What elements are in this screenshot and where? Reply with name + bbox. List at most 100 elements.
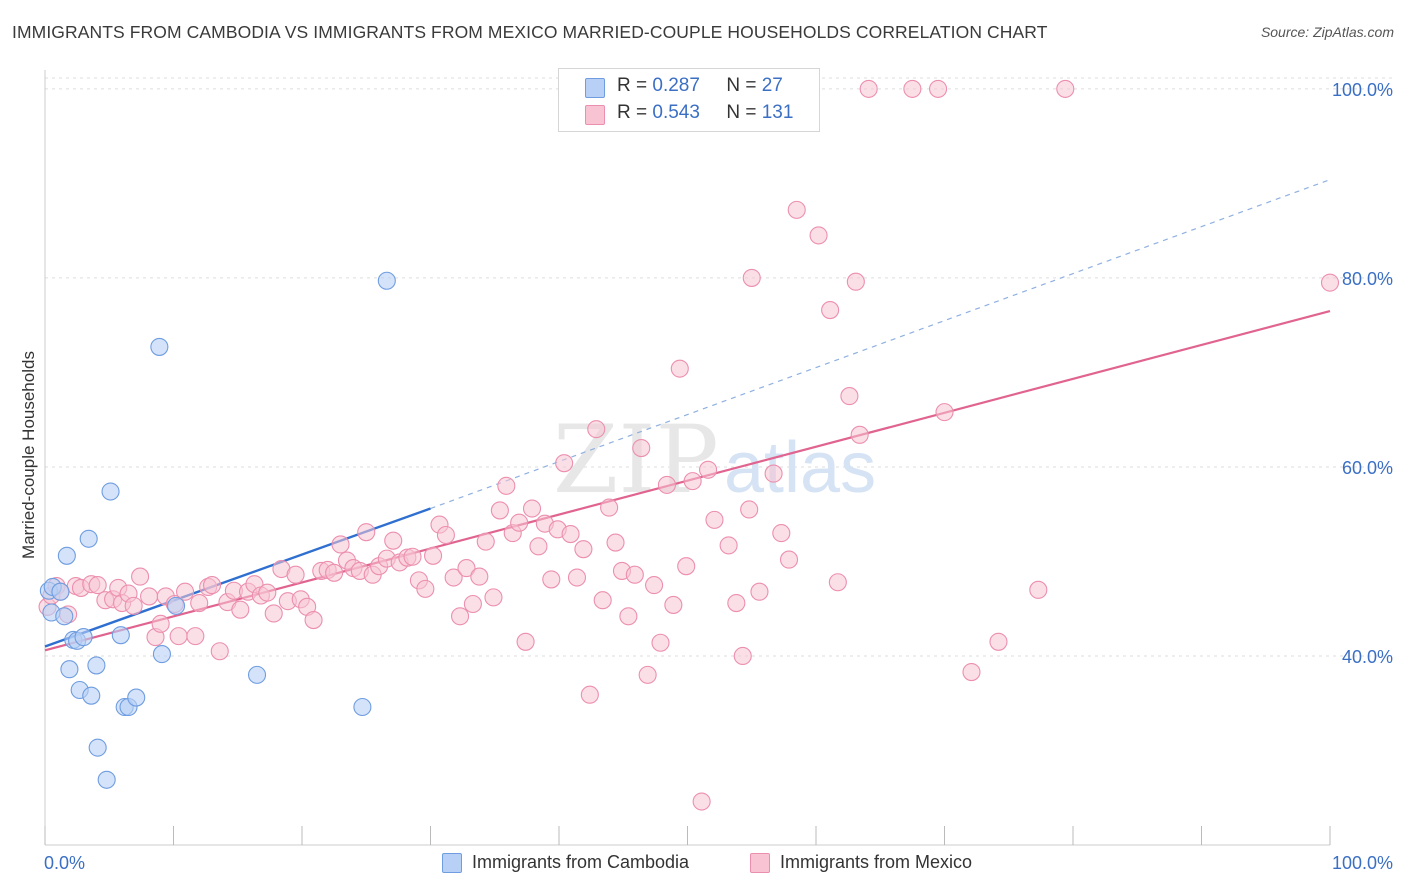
mexico-point — [859, 79, 878, 98]
mexico-point — [463, 594, 482, 614]
mexico-point — [416, 579, 435, 598]
mexico-point — [451, 607, 470, 626]
cambodia-point — [101, 482, 120, 501]
cambodia-point — [60, 660, 79, 679]
tick-labels: 40.0% 60.0% 80.0% 100.0% 0.0% 100.0% — [44, 80, 1393, 873]
mexico-point — [529, 537, 548, 556]
mexico-point — [444, 568, 463, 587]
mexico-point — [561, 525, 580, 544]
cambodia-n-value: 27 — [761, 75, 783, 96]
cambodia-r-value: 0.287 — [652, 75, 700, 96]
trend-lines — [44, 179, 1331, 652]
mexico-point — [935, 403, 954, 422]
mexico-legend-swatch — [750, 853, 770, 873]
watermark-atlas: atlas — [724, 428, 876, 508]
mexico-point — [657, 475, 676, 494]
cambodia-n-label: N = — [726, 75, 757, 96]
mexico-point — [384, 531, 403, 550]
mexico-point — [286, 565, 305, 584]
mexico-point — [176, 582, 195, 601]
mexico-point — [325, 563, 344, 582]
mexico-point — [692, 792, 711, 811]
cambodia-point — [87, 656, 106, 675]
mexico-point — [476, 532, 495, 551]
y-tick-label: 60.0% — [1342, 458, 1393, 478]
mexico-point — [619, 607, 638, 626]
y-axis-label: Married-couple Households — [19, 351, 38, 559]
cambodia-point — [74, 628, 93, 647]
cambodia-point — [51, 582, 70, 601]
mexico-point — [645, 576, 664, 595]
cambodia-r-label: R = — [617, 75, 648, 96]
mexico-point — [203, 576, 222, 595]
cambodia-point — [152, 645, 171, 664]
mexico-point — [1029, 580, 1048, 599]
mexico-point — [929, 79, 948, 98]
mexico-point — [625, 565, 644, 584]
x-tick-label-start: 0.0% — [44, 853, 85, 873]
mexico-point — [186, 627, 205, 646]
mexico-n-value: 131 — [761, 102, 794, 123]
mexico-point — [699, 460, 718, 479]
cambodia-point — [82, 686, 101, 705]
mexico-point — [772, 524, 791, 543]
chart-title: IMMIGRANTS FROM CAMBODIA VS IMMIGRANTS F… — [12, 22, 1048, 42]
mexico-point — [764, 464, 783, 483]
mexico-point — [510, 513, 529, 532]
mexico-point — [264, 604, 283, 623]
mexico-point — [664, 595, 683, 614]
mexico-point — [169, 627, 188, 646]
mexico-point — [705, 510, 724, 529]
mexico-point — [574, 540, 593, 559]
gridlines — [45, 77, 1395, 657]
mexico-point — [484, 588, 503, 607]
mexico-point — [542, 570, 561, 589]
cambodia-point — [88, 738, 107, 757]
mexico-point — [670, 359, 689, 378]
mexico-point — [850, 425, 869, 444]
mexico-point — [638, 665, 657, 684]
mexico-point — [606, 533, 625, 552]
mexico-point — [424, 546, 443, 565]
mexico-point — [962, 662, 981, 682]
mexico-point — [733, 646, 752, 666]
mexico-point — [989, 632, 1008, 651]
mexico-r-label: R = — [617, 102, 648, 123]
mexico-point — [740, 500, 759, 519]
mexico-legend-label: Immigrants from Mexico — [780, 852, 973, 872]
mexico-point — [809, 226, 828, 245]
mexico-point — [1056, 79, 1075, 98]
mexico-point — [522, 499, 542, 518]
cambodia-point — [127, 688, 146, 707]
mexico-point — [151, 614, 170, 633]
mexico-point — [210, 642, 229, 661]
mexico-r-value: 0.543 — [652, 102, 700, 123]
mexico-point — [742, 268, 761, 287]
mexico-point — [331, 535, 350, 554]
mexico-point — [683, 472, 702, 491]
mexico-point — [258, 583, 277, 602]
mexico-point — [140, 587, 159, 606]
mexico-point — [677, 557, 696, 576]
cambodia-legend-swatch — [442, 853, 462, 873]
mexico-point — [846, 272, 865, 291]
mexico-point — [828, 573, 847, 592]
mexico-point — [124, 596, 143, 615]
mexico-point — [750, 582, 769, 601]
cambodia-point — [57, 546, 76, 565]
series-mexico-points — [38, 79, 1340, 811]
cambodia-swatch — [585, 78, 605, 98]
mexico-swatch — [585, 105, 605, 125]
source-label: Source: ZipAtlas.com — [1260, 24, 1394, 40]
y-tick-label: 80.0% — [1342, 269, 1393, 289]
mexico-point — [403, 547, 422, 566]
mexico-point — [470, 567, 489, 586]
stats-legend: R = 0.287 N = 27 R = 0.543 N = 131 — [558, 68, 820, 132]
mexico-n-label: N = — [726, 102, 757, 123]
mexico-point — [497, 476, 516, 495]
mexico-point — [131, 567, 150, 586]
watermark: ZIP atlas — [553, 406, 876, 515]
cambodia-point — [150, 337, 169, 356]
x-tick-label-end: 100.0% — [1332, 853, 1393, 873]
